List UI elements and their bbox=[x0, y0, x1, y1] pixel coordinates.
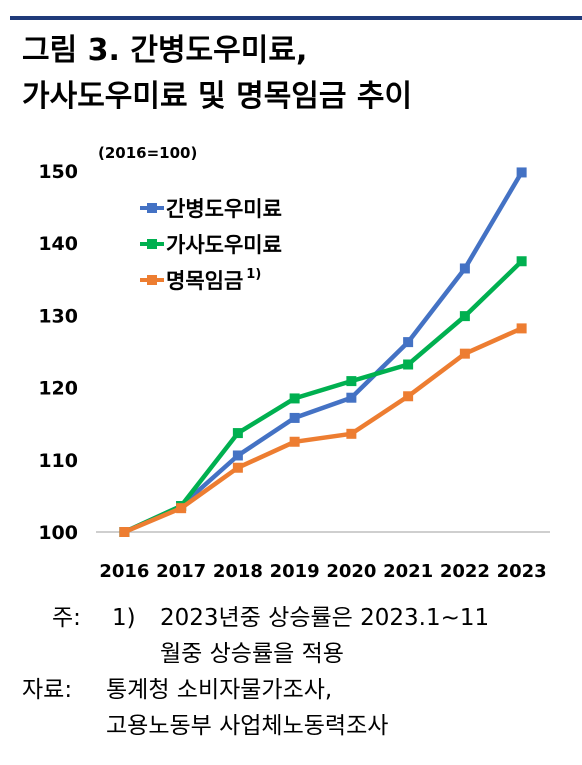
figure-title: 그림 3. 간병도우미료, 가사도우미료 및 명목임금 추이 bbox=[22, 28, 412, 120]
title-line-2: 가사도우미료 및 명목임금 추이 bbox=[22, 79, 413, 114]
x-tick-label: 2020 bbox=[326, 561, 376, 582]
legend-label: 간병도우미료 bbox=[166, 197, 282, 221]
legend-swatch-marker bbox=[147, 275, 157, 285]
note-text-line-2: 월중 상승률을 적용 bbox=[160, 641, 344, 667]
data-point bbox=[459, 263, 470, 274]
note-prefix: 주: bbox=[52, 605, 81, 631]
source-prefix: 자료: bbox=[22, 677, 73, 703]
data-point bbox=[176, 503, 187, 514]
x-tick-label: 2018 bbox=[213, 561, 263, 582]
data-point bbox=[232, 450, 243, 461]
legend-swatch-marker bbox=[147, 239, 157, 249]
top-rule bbox=[10, 16, 582, 20]
data-point bbox=[289, 436, 300, 447]
note-text-line-1: 2023년중 상승률은 2023.1~11 bbox=[160, 605, 490, 631]
data-point bbox=[403, 391, 414, 402]
unit-label: (2016=100) bbox=[98, 144, 197, 162]
source-text-line-2: 고용노동부 사업체노동력조사 bbox=[106, 713, 389, 739]
legend-entry: 가사도우미료 bbox=[140, 233, 282, 257]
legend-label: 명목임금 1) bbox=[166, 267, 261, 293]
note-number: 1) bbox=[112, 605, 136, 631]
series-3 bbox=[119, 323, 527, 537]
data-point bbox=[516, 167, 527, 178]
data-point bbox=[516, 256, 527, 267]
series-lines bbox=[119, 167, 527, 537]
x-tick-label: 2016 bbox=[99, 561, 149, 582]
data-point bbox=[119, 527, 130, 537]
y-tick-label: 130 bbox=[38, 305, 78, 327]
x-tick-label: 2023 bbox=[497, 561, 547, 582]
data-point bbox=[232, 462, 243, 473]
line-chart: (2016=100) 100 110 120 130 140 150 2016 2017 201… bbox=[38, 144, 550, 582]
data-point bbox=[459, 348, 470, 359]
axes: 100 110 120 130 140 150 2016 2017 2018 2019 2020 20… bbox=[38, 161, 550, 582]
series-line bbox=[123, 326, 523, 535]
data-point bbox=[346, 392, 357, 403]
data-point bbox=[289, 393, 300, 404]
data-point bbox=[403, 337, 414, 348]
series-line bbox=[123, 171, 524, 535]
data-point bbox=[403, 359, 414, 370]
y-tick-label: 140 bbox=[38, 233, 78, 255]
data-point bbox=[346, 428, 357, 439]
x-tick-label: 2022 bbox=[440, 561, 490, 582]
x-tick-label: 2017 bbox=[156, 561, 206, 582]
data-point bbox=[516, 323, 527, 334]
source-text-line-1: 통계청 소비자물가조사, bbox=[106, 677, 333, 703]
data-point bbox=[459, 311, 470, 322]
title-line-1: 그림 3. 간병도우미료, bbox=[22, 33, 308, 68]
y-tick-label: 110 bbox=[38, 450, 78, 472]
x-tick-label: 2021 bbox=[383, 561, 433, 582]
legend-label: 가사도우미료 bbox=[166, 233, 282, 257]
data-point bbox=[232, 428, 243, 439]
legend-entry: 간병도우미료 bbox=[140, 197, 282, 221]
series-2 bbox=[119, 256, 527, 537]
series-line bbox=[123, 259, 524, 535]
x-tick-label: 2019 bbox=[270, 561, 320, 582]
y-tick-label: 100 bbox=[38, 522, 78, 544]
y-tick-label: 120 bbox=[38, 378, 78, 400]
legend-entry: 명목임금 1) bbox=[140, 267, 261, 293]
data-point bbox=[289, 412, 300, 423]
data-point bbox=[346, 376, 357, 387]
legend-swatch-marker bbox=[147, 203, 157, 213]
y-tick-label: 150 bbox=[38, 161, 78, 183]
